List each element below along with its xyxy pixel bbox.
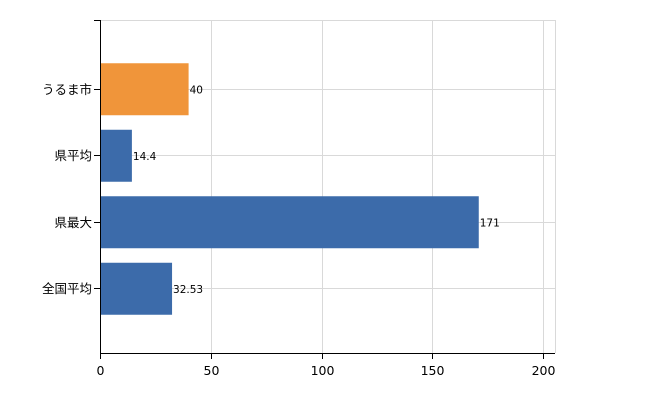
y-tick-label: 全国平均 [42,281,92,296]
bar [101,196,479,249]
bar-value-label: 40 [190,84,203,96]
bar [101,262,173,315]
x-tick-label: 50 [204,363,220,378]
x-tick-label: 200 [532,363,556,378]
axes [94,20,555,359]
y-tick-label: うるま市 [42,82,92,97]
bar-value-label: 171 [480,217,500,229]
x-tick-label: 0 [97,363,105,378]
x-tick-label: 150 [421,363,445,378]
y-tick-label: 県最大 [54,215,92,230]
bar-value-label: 32.53 [173,284,203,296]
bar [101,129,132,182]
bar [101,63,189,116]
bars [101,63,479,315]
y-tick-label: 県平均 [54,148,92,163]
x-tick-label: 100 [311,363,335,378]
bar-value-label: 14.4 [133,151,157,163]
